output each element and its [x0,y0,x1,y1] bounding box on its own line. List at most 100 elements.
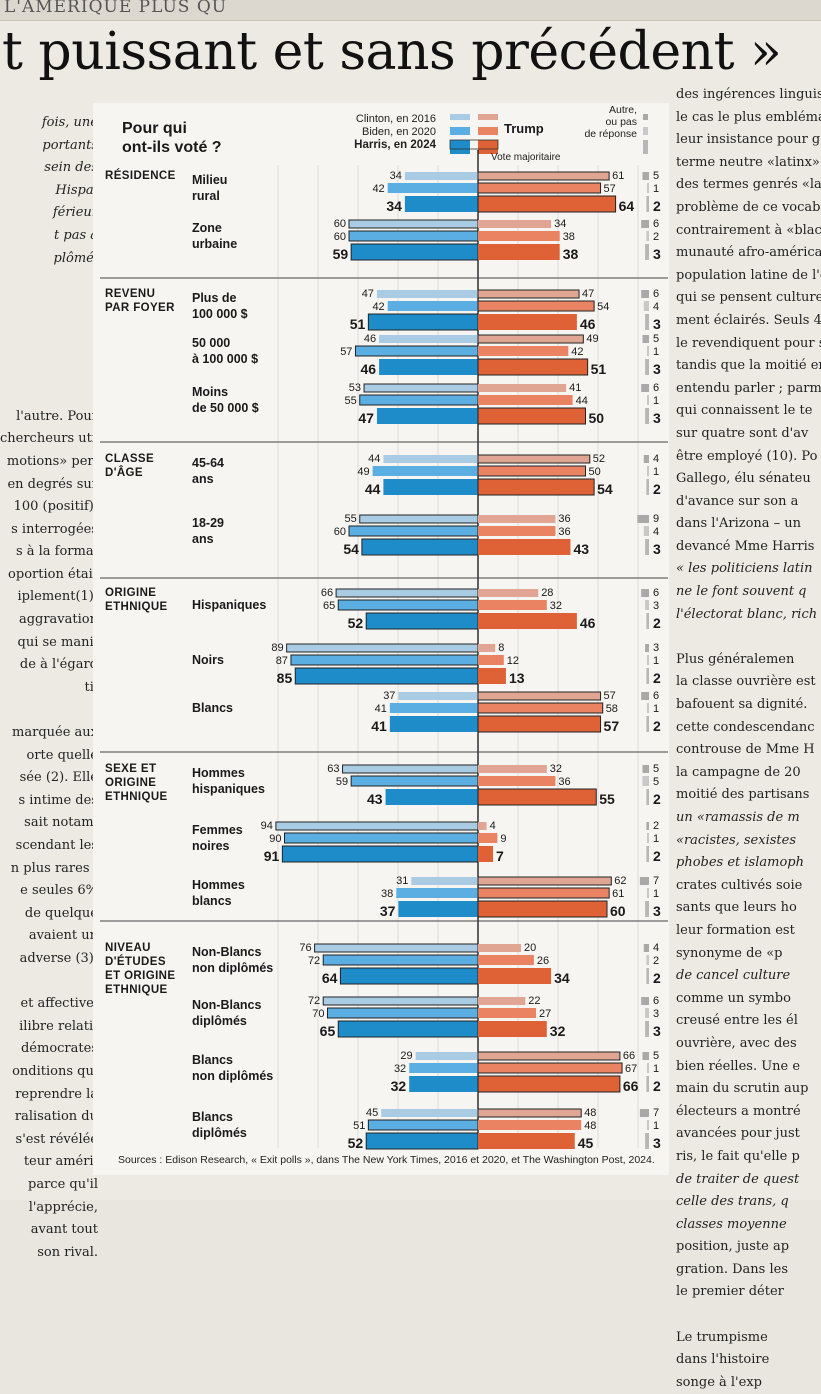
dem-value: 34 [390,170,402,182]
text-line: gration. Dans les [676,1261,789,1277]
text-line: reprendre la [15,1086,98,1102]
headline: t puissant et sans précédent » [2,22,782,82]
row-label: Hispaniques [192,598,266,612]
dem-value: 91 [264,848,280,864]
bar-other [646,968,649,984]
group-label: ORIGINE [105,777,156,789]
text-line: son rival. [37,1244,98,1260]
rep-value: 54 [597,481,613,497]
bar-dem [286,643,479,653]
dem-value: 29 [400,1050,412,1062]
bar-rep [478,1133,575,1149]
text-line: plômé. [53,250,98,266]
text-line: t pas à [54,227,98,243]
legend-rep-swatch [478,127,498,135]
text-line: le cas le plus emblémati [676,109,821,125]
bar-rep [477,171,610,181]
text-line: avancées pour just [676,1126,800,1142]
bar-dem [363,383,479,393]
row-label: non diplômés [192,1069,273,1083]
text-line: population latine de l'e [676,267,821,283]
bar-dem [359,514,479,524]
rep-value: 58 [606,703,618,715]
bar-rep [477,788,597,806]
bar-rep [478,539,571,555]
row-label: à 100 000 $ [192,352,258,366]
other-value: 2 [653,791,661,807]
bar-dem [350,243,479,261]
dem-value: 41 [371,718,387,734]
dem-value: 41 [375,703,387,715]
rep-value: 20 [524,942,536,954]
legend-other-swatch [643,140,648,154]
bar-dem [359,394,479,406]
bar-rep [477,876,612,886]
dem-value: 64 [322,970,338,986]
bar-rep [477,715,602,733]
chart-title: Pour qui [122,120,187,137]
bar-other [647,888,649,898]
dem-value: 51 [350,316,366,332]
text-line: munauté afro-américai [676,245,821,261]
text-line: moitié des partisans [676,787,810,803]
bar-other [647,466,649,476]
rep-value: 54 [597,301,609,313]
rep-value: 48 [584,1120,596,1132]
text-line: comme un symbo [676,990,791,1006]
other-value: 6 [653,690,659,702]
dem-value: 55 [345,395,357,407]
other-value: 3 [653,1135,661,1151]
bar-other [646,668,649,684]
row-label: diplômés [192,1126,247,1140]
dem-value: 34 [386,198,402,214]
bar-other [643,526,649,536]
dem-value: 46 [364,333,376,345]
rep-value: 38 [563,246,579,262]
bar-rep [477,702,604,714]
text-line: main du scrutin aup [676,1081,809,1097]
text-line: tandis que la moitié en [676,358,821,374]
bar-dem [411,877,478,885]
bar-dem [335,588,479,598]
row-label: urbaine [192,237,237,251]
chart-panel [93,103,669,1175]
row-label: Blancs [192,701,233,715]
rep-value: 57 [604,690,616,702]
text-line: qui connaissent le te [676,403,813,419]
bar-dem [383,455,478,463]
bar-dem [376,290,478,298]
text-line: teur améri- [23,1154,98,1170]
bar-rep [478,613,577,629]
bar-other [646,1076,649,1092]
bar-dem [322,954,479,966]
bar-other [647,655,649,665]
chart-source: Sources : Edison Research, « Exit polls … [118,1154,655,1166]
text-line: e seules 6% [20,883,98,899]
bar-dem [284,832,479,844]
bar-dem [290,654,479,666]
rep-value: 42 [571,346,583,358]
legend-trump-label: Trump [504,121,544,136]
dem-value: 59 [336,776,348,788]
rep-value: 50 [589,466,601,478]
text-line: la campagne de 20 [676,764,801,780]
row-label: Milieu [192,173,227,187]
text-line: et affective, [20,996,98,1012]
group-label: CLASSE [105,453,154,465]
bar-dem [387,183,478,193]
row-label: 18-29 [192,516,224,530]
row-label: Non-Blancs [192,998,262,1012]
dem-value: 66 [321,587,333,599]
dem-value: 31 [396,875,408,887]
bar-dem [415,1052,478,1060]
text-line: ilibre relatif [19,1018,98,1034]
rep-value: 27 [539,1008,551,1020]
text-line: oportion était [8,566,98,582]
rep-value: 67 [625,1063,637,1075]
bar-dem [376,408,478,424]
bar-dem [348,219,479,229]
text-line: phobes et islamoph [676,855,804,871]
text-line: Gallego, élu sénateu [676,471,811,487]
rep-value: 28 [541,587,553,599]
bar-dem [367,313,479,331]
